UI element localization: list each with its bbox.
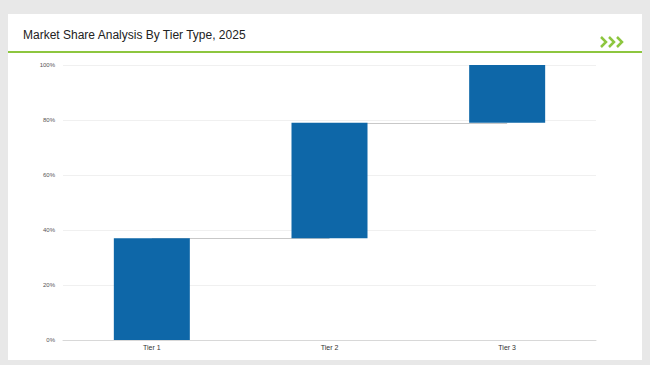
svg-text:100%: 100% (40, 62, 56, 68)
svg-text:40%: 40% (43, 227, 56, 233)
svg-text:Tier 3: Tier 3 (498, 344, 516, 351)
svg-text:20%: 20% (43, 282, 56, 288)
svg-text:80%: 80% (43, 117, 56, 123)
svg-text:Tier 1: Tier 1 (143, 344, 161, 351)
svg-text:Market Share Analysis By Tier: Market Share Analysis By Tier Type, 2025 (23, 28, 246, 42)
svg-text:Tier 2: Tier 2 (321, 344, 339, 351)
svg-text:0%: 0% (46, 337, 55, 343)
svg-text:60%: 60% (43, 172, 56, 178)
